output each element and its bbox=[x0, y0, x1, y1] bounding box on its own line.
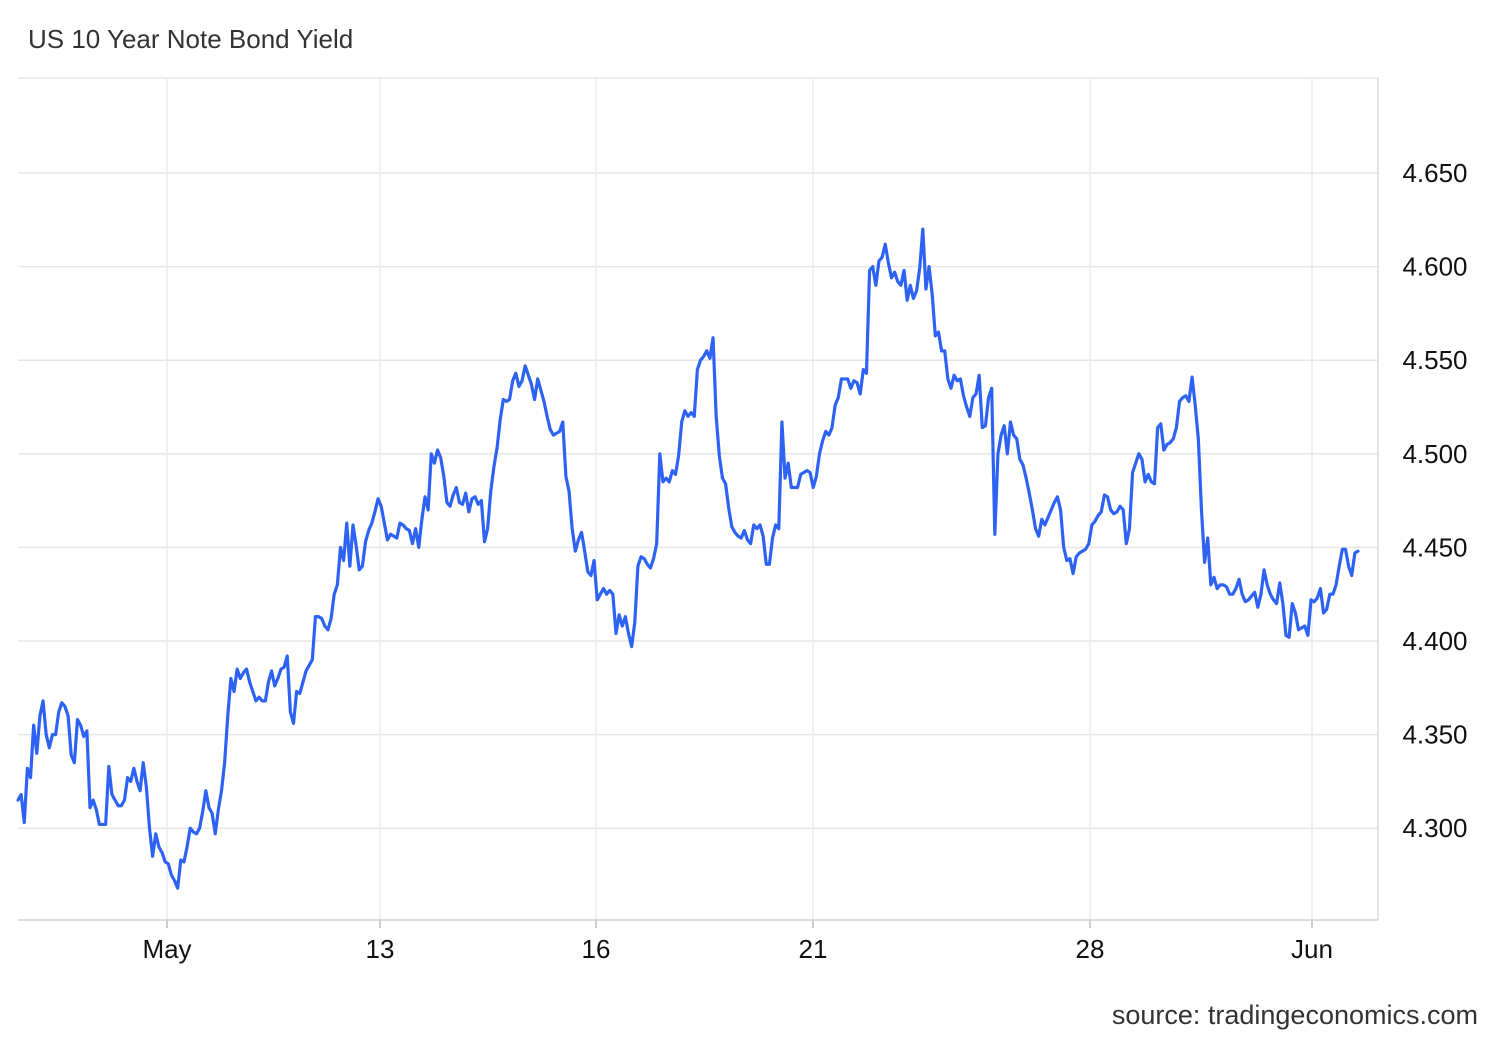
chart-axes bbox=[18, 78, 1379, 928]
horizontal-gridlines bbox=[18, 77, 1378, 829]
y-tick-label: 4.550 bbox=[1402, 345, 1467, 375]
x-tick-label: May bbox=[142, 934, 191, 964]
source-attribution: source: tradingeconomics.com bbox=[1111, 1000, 1478, 1030]
x-tick-label: 13 bbox=[366, 934, 395, 964]
y-axis-tick-labels: 4.300 4.350 4.400 4.450 4.500 4.550 4.600 4.650 bbox=[1402, 158, 1467, 843]
y-tick-label: 4.500 bbox=[1402, 439, 1467, 469]
y-tick-label: 4.350 bbox=[1402, 720, 1467, 750]
y-tick-label: 4.600 bbox=[1402, 252, 1467, 282]
y-tick-label: 4.400 bbox=[1402, 626, 1467, 656]
y-tick-label: 4.450 bbox=[1402, 532, 1467, 562]
x-tick-label: 28 bbox=[1076, 934, 1105, 964]
yield-series-line bbox=[16, 227, 1360, 890]
x-tick-label: 21 bbox=[799, 934, 828, 964]
y-tick-label: 4.300 bbox=[1402, 813, 1467, 843]
y-tick-label: 4.650 bbox=[1402, 158, 1467, 188]
x-axis-tick-labels: May 13 16 21 28 Jun bbox=[142, 934, 1333, 964]
chart-title: US 10 Year Note Bond Yield bbox=[28, 24, 354, 54]
x-tick-label: Jun bbox=[1291, 934, 1333, 964]
x-tick-label: 16 bbox=[582, 934, 611, 964]
vertical-gridlines bbox=[166, 78, 1313, 920]
